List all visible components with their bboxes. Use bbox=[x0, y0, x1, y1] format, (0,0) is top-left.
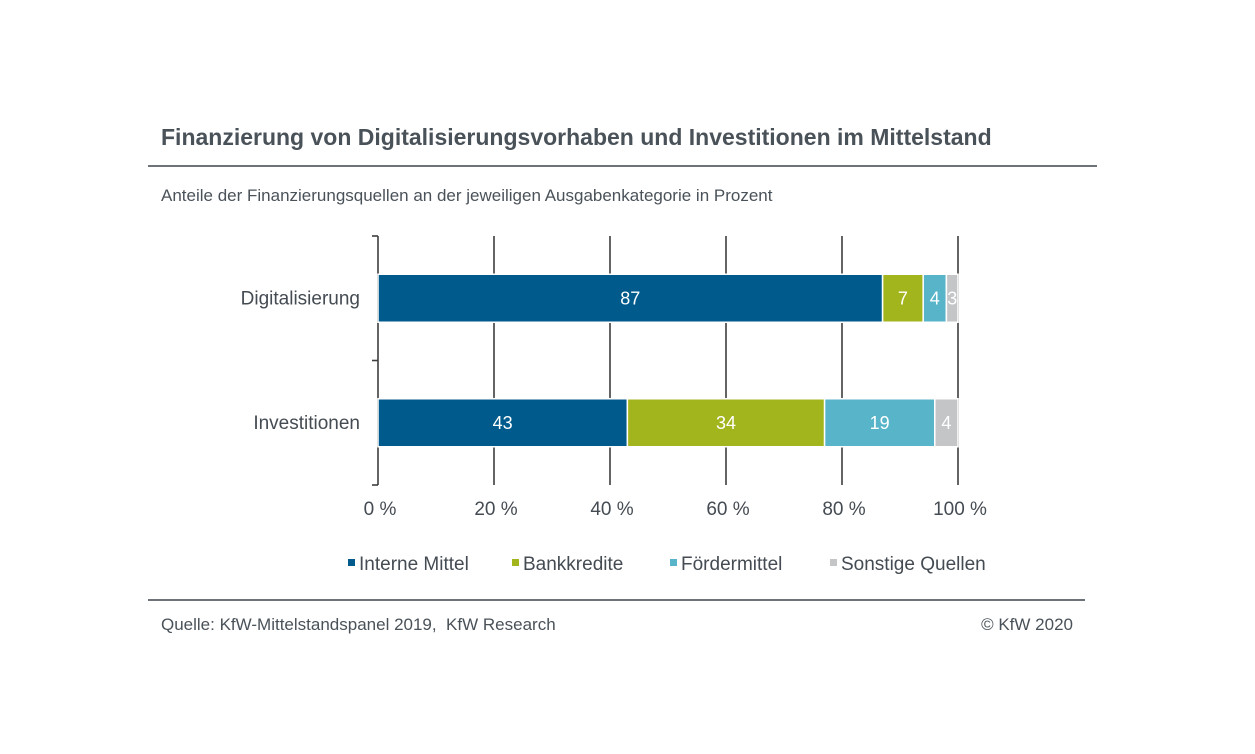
category-label: Investitionen bbox=[253, 413, 360, 434]
data-label: 4 bbox=[941, 413, 951, 433]
chart-subtitle: Anteile der Finanzierungsquellen an der … bbox=[161, 186, 773, 205]
chart-title: Finanzierung von Digitalisierungsvorhabe… bbox=[161, 124, 992, 150]
legend-swatch bbox=[670, 559, 677, 566]
copyright-note: © KfW 2020 bbox=[981, 615, 1073, 634]
x-tick-label: 60 % bbox=[706, 499, 749, 520]
source-note: Quelle: KfW-Mittelstandspanel 2019, KfW … bbox=[161, 615, 556, 634]
legend-label: Sonstige Quellen bbox=[841, 554, 986, 575]
legend-swatch bbox=[348, 559, 355, 566]
data-label: 34 bbox=[716, 413, 736, 433]
bar-segment bbox=[945, 273, 959, 323]
x-tick-label: 20 % bbox=[474, 499, 517, 520]
legend-swatch bbox=[830, 559, 837, 566]
data-label: 7 bbox=[898, 288, 908, 308]
x-tick-label: 40 % bbox=[590, 499, 633, 520]
x-tick-label: 100 % bbox=[933, 499, 987, 520]
legend-label: Bankkredite bbox=[523, 554, 623, 575]
x-tick-label: 80 % bbox=[822, 499, 865, 520]
bar-segment bbox=[626, 398, 826, 448]
data-label: 4 bbox=[930, 288, 940, 308]
bar-segment bbox=[377, 398, 629, 448]
title-divider bbox=[148, 165, 1097, 167]
bar-segment bbox=[934, 398, 959, 448]
legend-swatch bbox=[512, 559, 519, 566]
bar-segment bbox=[823, 398, 936, 448]
category-label: Digitalisierung bbox=[241, 288, 360, 309]
data-label: 19 bbox=[870, 413, 890, 433]
x-tick-label: 0 % bbox=[364, 499, 397, 520]
data-label: 43 bbox=[493, 413, 513, 433]
legend-label: Fördermittel bbox=[681, 554, 782, 575]
legend-label: Interne Mittel bbox=[359, 554, 469, 575]
data-label: 3 bbox=[947, 288, 957, 308]
footer-divider bbox=[148, 599, 1085, 601]
data-label: 87 bbox=[620, 288, 640, 308]
